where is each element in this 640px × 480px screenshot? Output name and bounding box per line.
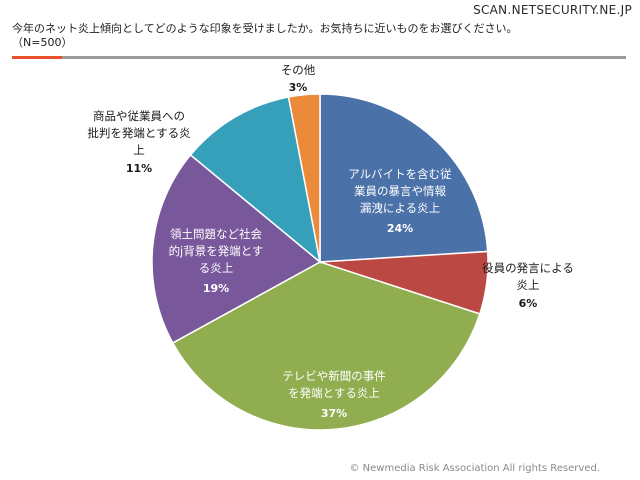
- question-line: 今年のネット炎上傾向としてどのような印象を受けましたか。お気持ちに近いものをお選…: [12, 22, 518, 35]
- header-rule-accent: [12, 56, 62, 59]
- slice-percent: 19%: [203, 282, 229, 295]
- slice-label: テレビや新聞の事件: [282, 369, 386, 383]
- slice-percent: 3%: [289, 81, 308, 94]
- slice-label: る炎上: [199, 261, 234, 275]
- slice-percent: 37%: [321, 407, 347, 420]
- header-rule: [12, 56, 626, 59]
- slice-label: その他: [281, 63, 316, 77]
- pie-slice: [189, 96, 322, 264]
- site-tag: SCAN.NETSECURITY.NE.JP: [473, 3, 632, 17]
- pie-slice: [151, 153, 322, 344]
- slice-label: 領土問題など社会: [170, 227, 262, 241]
- slice-label: 炎上: [517, 278, 540, 292]
- slice-label: 的j背景を発端とす: [169, 244, 264, 258]
- question-text: 今年のネット炎上傾向としてどのような印象を受けましたか。お気持ちに近いものをお選…: [12, 22, 517, 50]
- sample-size: （N=500）: [12, 36, 73, 49]
- slice-label-group: その他 3%: [281, 63, 316, 94]
- slice-label: 上: [133, 143, 145, 157]
- pie-slice: [171, 261, 481, 431]
- pie-slices: [151, 93, 489, 431]
- slice-label: 商品や従業員への: [93, 109, 185, 123]
- slice-label: 役員の発言による: [482, 261, 574, 275]
- slice-percent: 24%: [387, 222, 413, 235]
- slice-label: 業員の暴言や情報: [354, 184, 446, 198]
- slice-label: アルバイトを含む従: [348, 167, 452, 181]
- slice-label: を発端とする炎上: [288, 386, 380, 400]
- slice-percent: 11%: [126, 162, 152, 175]
- pie-slice: [319, 93, 489, 263]
- slice-percent: 6%: [519, 297, 538, 310]
- slice-label: 漏洩による炎上: [360, 201, 440, 215]
- copyright: © Newmedia Risk Association All rights R…: [349, 463, 600, 474]
- slice-label: 批判を発端とする炎: [87, 126, 190, 140]
- pie-slice: [287, 93, 321, 263]
